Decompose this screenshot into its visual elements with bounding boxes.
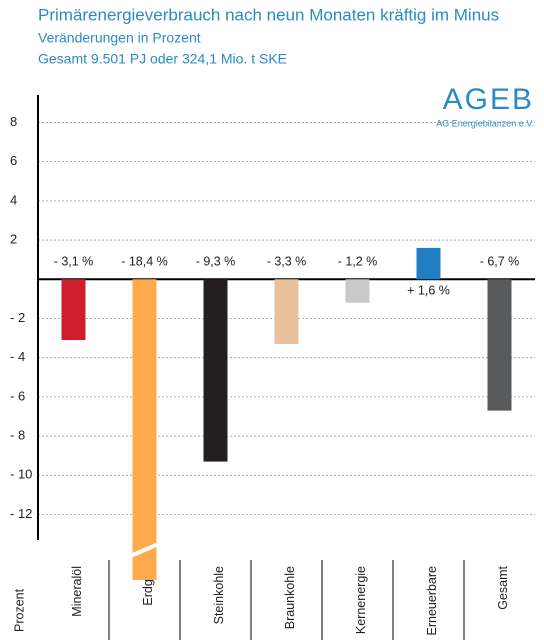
x-tick-label: Erneuerbare (425, 566, 439, 636)
value-label: - 1,2 % (338, 255, 378, 269)
chart-title: Primärenergieverbrauch nach neun Monaten… (38, 5, 499, 24)
value-label: - 18,4 % (121, 255, 168, 269)
bar (416, 247, 441, 280)
chart-subtitle: Veränderungen in Prozent (38, 30, 201, 46)
value-label: - 3,1 % (54, 255, 94, 269)
value-label: - 9,3 % (196, 255, 236, 269)
chart-subtitle: Gesamt 9.501 PJ oder 324,1 Mio. t SKE (38, 51, 287, 67)
y-tick-label: 8 (10, 114, 17, 129)
y-tick-label: 2 (10, 232, 17, 247)
y-tick-label: 6 (10, 153, 17, 168)
y-tick-label: - 12 (10, 506, 32, 521)
y-tick-label: - 6 (10, 388, 25, 403)
y-tick-label: - 8 (10, 428, 25, 443)
x-tick-label: Mineralöl (70, 566, 84, 617)
value-label: + 1,6 % (407, 284, 450, 298)
bar (274, 279, 299, 344)
x-tick-label: Braunkohle (283, 566, 297, 629)
logo-subtitle: AG Energiebilanzen e.V. (436, 118, 534, 128)
x-tick-label: Kernenergie (354, 566, 368, 634)
y-axis-label: Prozent (12, 588, 26, 632)
x-tick-label: Gesamt (496, 565, 510, 609)
bar (345, 279, 370, 303)
y-tick-label: - 2 (10, 310, 25, 325)
x-tick-label: Steinkohle (212, 566, 226, 624)
bar (203, 279, 228, 462)
bar (61, 279, 86, 341)
value-label: - 6,7 % (480, 255, 520, 269)
value-label: - 3,3 % (267, 255, 307, 269)
axis-break (129, 542, 160, 558)
y-tick-label: - 4 (10, 349, 25, 364)
y-tick-label: - 10 (10, 467, 32, 482)
bar (132, 279, 157, 580)
bar (487, 279, 512, 411)
logo: AGEB (443, 83, 534, 116)
y-tick-label: 4 (10, 192, 17, 207)
